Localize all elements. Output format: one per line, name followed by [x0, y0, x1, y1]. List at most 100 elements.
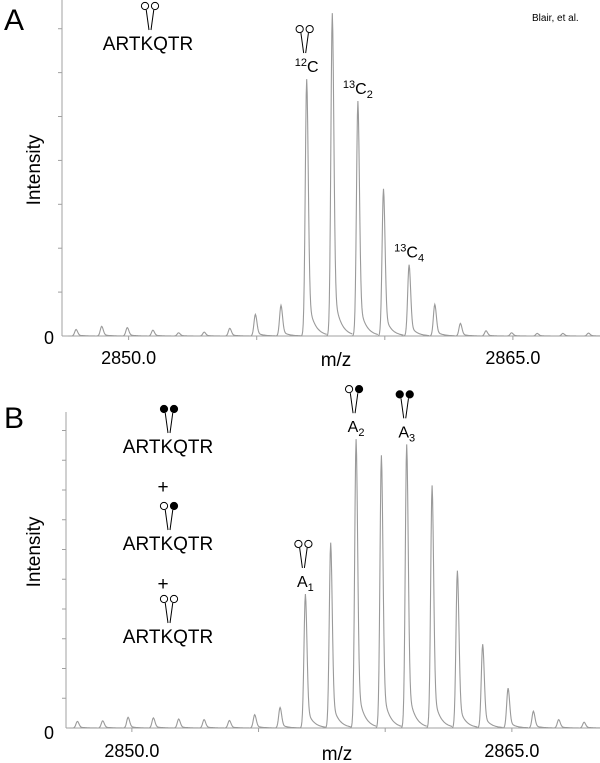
open-circle-icon: [305, 24, 314, 34]
lollipop-stem: [349, 393, 354, 414]
spectrum-peak: [144, 329, 173, 337]
annotation-subscript: 2: [367, 89, 373, 101]
lollipop-stem: [169, 412, 174, 434]
spectrum-peak: [554, 332, 583, 337]
x-tick-label: 2865.0: [485, 348, 540, 368]
spectrum-peak: [398, 444, 427, 729]
spectrum-peak: [424, 485, 453, 729]
lollipop-stem: [400, 398, 405, 419]
open-circle-icon: [150, 1, 160, 11]
annotation-base: C: [355, 81, 367, 98]
lollipop-glyph: [159, 404, 179, 434]
lollipop-stem: [164, 509, 169, 531]
spectrum-peak: [196, 718, 225, 729]
spectrum-peak: [297, 593, 326, 729]
spectrum-peak: [478, 330, 506, 337]
annotation-subscript: 2: [358, 427, 364, 439]
x-axis-title: m/z: [322, 744, 353, 763]
filled-circle-icon: [405, 390, 414, 399]
spectrum-peak: [580, 332, 600, 337]
spectrum-trace: [68, 13, 600, 337]
peak-annotation: A3: [398, 424, 415, 444]
lollipop-stem: [169, 509, 174, 531]
spectrum-peak: [500, 687, 529, 729]
annotation-subscript: 3: [409, 432, 415, 444]
lollipop-stem: [300, 33, 305, 54]
x-tick-label: 2850.0: [101, 348, 156, 368]
lollipop-glyph: [295, 24, 314, 54]
peak-annotation: A1: [297, 574, 314, 594]
spectrum-peak: [246, 713, 275, 729]
spectrum-peak: [145, 717, 174, 729]
spectrum-peak: [401, 264, 430, 337]
lollipop-glyph: [159, 501, 179, 531]
open-circle-icon: [304, 539, 313, 549]
spectrum-peak: [324, 13, 353, 337]
spectrum-peak: [93, 325, 122, 337]
peak-annotation: 12C: [295, 57, 319, 76]
lollipop-stem: [405, 398, 409, 419]
plus-separator: +: [157, 477, 168, 498]
lollipop-glyph: [344, 385, 364, 414]
annotation-superscript: 12: [295, 57, 307, 69]
peak-annotation: 13C4: [394, 243, 424, 265]
spectrum-peak: [349, 100, 379, 337]
open-circle-icon: [140, 1, 150, 11]
spectrum-peak: [298, 79, 327, 337]
annotation-base: A: [348, 419, 359, 436]
spectrum-peak: [272, 706, 301, 729]
spectrum-peak: [550, 718, 579, 729]
open-circle-icon: [159, 594, 169, 604]
credit-text: Blair, et al.: [532, 13, 579, 24]
lollipop-stem: [299, 547, 303, 569]
filled-circle-icon: [354, 385, 364, 394]
lollipop-glyph: [294, 539, 313, 569]
x-tick-label: 2850.0: [104, 741, 159, 761]
peak-annotation: A2: [348, 419, 365, 439]
spectrum-peak: [196, 331, 225, 337]
spectrum-trace: [69, 439, 600, 729]
annotation-base: C: [307, 59, 319, 76]
annotation-superscript: 13: [394, 243, 406, 255]
spectrum-peak: [170, 332, 199, 337]
spectrum-peak: [322, 542, 351, 729]
annotation-base: A: [297, 574, 308, 591]
x-tick-label: 2865.0: [484, 741, 539, 761]
spectrum-peak: [529, 332, 558, 337]
spectrum-peak: [120, 716, 149, 729]
spectrum-peak: [576, 721, 600, 729]
sequence-label: ARTKQTR: [123, 437, 213, 458]
y-axis-title: Intensity: [24, 516, 45, 587]
lollipop-glyph: [140, 1, 160, 31]
lollipop-stem: [145, 9, 150, 31]
filled-circle-icon: [395, 390, 404, 399]
spectrum-peak: [503, 332, 532, 337]
open-circle-icon: [295, 24, 304, 34]
spectrum-peak: [69, 720, 98, 729]
annotation-base: A: [398, 424, 409, 441]
panel-label: A: [4, 4, 24, 37]
spectrum-peak: [273, 303, 301, 337]
lollipop-stem: [303, 547, 308, 569]
lollipop-stem: [305, 33, 309, 54]
plus-separator: +: [157, 574, 168, 595]
open-circle-icon: [169, 594, 179, 604]
peak-annotation: 13C2: [343, 79, 373, 101]
panel-label: B: [4, 402, 24, 435]
spectrum-peak: [375, 188, 404, 337]
lollipop-stem: [354, 393, 359, 414]
spectrum-peak: [170, 718, 199, 729]
lollipop-stem: [164, 412, 169, 434]
x-axis-title: m/z: [321, 350, 352, 371]
y-tick-label: 0: [44, 723, 54, 743]
open-circle-icon: [344, 385, 354, 394]
y-axis-title: Intensity: [24, 134, 45, 205]
filled-circle-icon: [159, 404, 169, 414]
spectrum-peak: [373, 455, 402, 729]
sequence-label: ARTKQTR: [123, 534, 213, 555]
open-circle-icon: [294, 539, 303, 549]
spectrum-peak: [68, 328, 97, 337]
